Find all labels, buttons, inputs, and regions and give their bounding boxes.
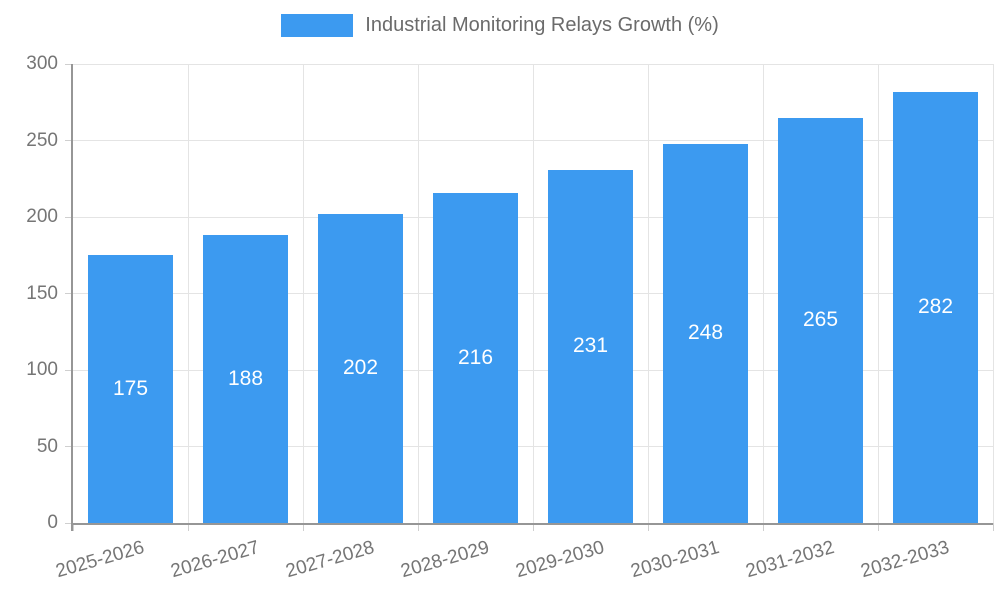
x-tick-label: 2025-2026: [53, 537, 147, 583]
x-axis-line: [73, 523, 993, 525]
y-tick: [65, 446, 73, 447]
y-tick-label: 250: [26, 129, 58, 151]
bar: [778, 117, 863, 523]
bar-value-label: 188: [227, 367, 264, 391]
x-tick: [762, 523, 764, 531]
bar: [893, 91, 978, 523]
x-tick: [187, 523, 189, 531]
x-gridline: [187, 64, 189, 523]
chart-legend: Industrial Monitoring Relays Growth (%): [0, 14, 1000, 37]
bar-value-label: 202: [342, 356, 379, 380]
y-tick-label: 300: [26, 53, 58, 74]
legend-label: Industrial Monitoring Relays Growth (%): [365, 14, 719, 36]
y-tick-label: 150: [26, 282, 58, 304]
x-tick: [417, 523, 419, 531]
x-gridline: [302, 64, 304, 523]
plot-area: 175 188 202 216 231 248 265 282: [73, 63, 994, 523]
bar: [663, 143, 748, 523]
x-tick: [992, 523, 994, 531]
y-tick-label: 50: [36, 435, 58, 457]
x-gridline: [762, 64, 764, 523]
y-tick: [65, 63, 73, 65]
x-tick-label: 2027-2028: [283, 537, 377, 583]
bar-value-label: 175: [112, 377, 149, 401]
y-tick: [65, 369, 73, 371]
bar: [548, 169, 633, 523]
x-tick-label: 2031-2032: [743, 537, 837, 583]
legend-swatch: [281, 14, 354, 37]
x-gridline: [992, 64, 994, 523]
x-gridline: [647, 64, 649, 523]
bar: [88, 255, 173, 523]
y-tick-label: 100: [26, 359, 58, 380]
x-tick-label: 2026-2027: [168, 537, 262, 583]
bar-value-label: 231: [572, 334, 609, 358]
x-tick: [877, 523, 879, 531]
x-tick: [302, 523, 304, 531]
x-tick-label: 2028-2029: [398, 537, 492, 583]
y-tick: [65, 216, 73, 218]
x-tick-label: 2030-2031: [628, 537, 722, 583]
y-tick-label: 0: [47, 512, 58, 533]
bar: [203, 235, 288, 523]
bar: [318, 213, 403, 523]
x-tick-label: 2029-2030: [513, 537, 607, 583]
bar-value-label: 265: [802, 308, 839, 332]
x-tick: [72, 523, 74, 531]
bar-value-label: 216: [457, 345, 494, 369]
x-gridline: [417, 64, 419, 523]
x-tick-label: 2032-2033: [858, 537, 952, 583]
y-tick-label: 200: [26, 206, 58, 227]
x-gridline: [877, 64, 879, 523]
y-tick: [65, 522, 73, 524]
x-gridline: [532, 64, 534, 523]
y-axis-line: [71, 64, 73, 531]
y-tick: [65, 140, 73, 141]
x-tick: [532, 523, 534, 531]
y-tick: [65, 293, 73, 294]
bar: [433, 192, 518, 523]
x-tick: [647, 523, 649, 531]
bar-value-label: 282: [917, 295, 954, 319]
bar-value-label: 248: [687, 321, 724, 345]
